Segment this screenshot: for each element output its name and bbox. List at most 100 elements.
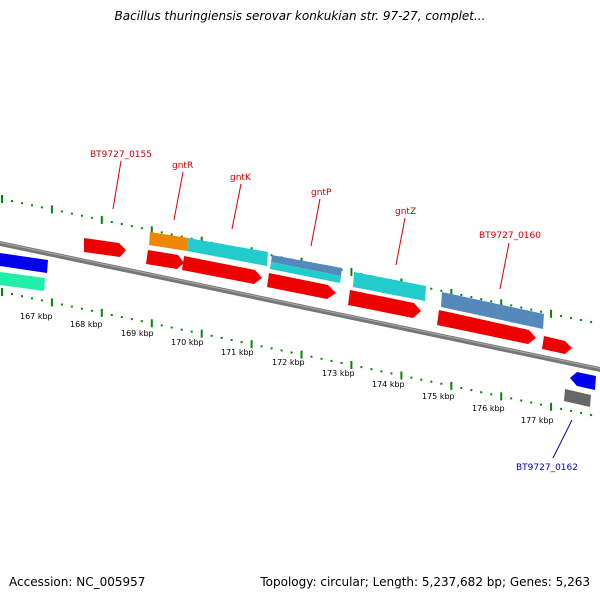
gene-gntZ-box[interactable]	[353, 272, 426, 301]
outer-tick	[480, 298, 483, 301]
inner-tick	[31, 297, 33, 300]
outer-tick	[21, 202, 23, 205]
inner-tick	[190, 330, 193, 333]
inner-tick	[430, 380, 433, 383]
leader-gntR	[173, 171, 184, 221]
scale-label-177: 177 kbp	[521, 416, 554, 425]
inner-tick	[120, 316, 123, 318]
inner-tick	[110, 314, 113, 316]
outer-tick	[520, 306, 523, 309]
inner-tick	[420, 378, 423, 381]
gene-0161-arrow[interactable]	[542, 336, 572, 354]
inner-tick	[70, 305, 73, 308]
gene-gntR-box[interactable]	[149, 232, 188, 251]
gene-BT9727-0160-box[interactable]	[441, 292, 544, 329]
inner-tick	[560, 407, 563, 410]
inner-tick	[40, 299, 43, 302]
outer-tick	[120, 223, 123, 225]
inner-tick	[1, 288, 3, 296]
outer-tick	[140, 227, 143, 230]
outer-tick	[70, 212, 73, 215]
inner-tick	[290, 351, 293, 354]
gene-label-BT9727-0155[interactable]: BT9727_0155	[90, 150, 152, 160]
leader-BT9727-0155	[112, 160, 122, 210]
gene-label-gntZ[interactable]: gntZ	[395, 207, 416, 217]
outer-tick	[100, 215, 103, 224]
outer-tick	[590, 321, 593, 324]
inner-tick	[250, 340, 253, 349]
accession-text: Accession: NC_005957	[9, 575, 146, 589]
outer-tick	[470, 296, 473, 299]
gene-gntZ-arrow[interactable]	[348, 290, 421, 318]
inner-tick	[280, 349, 283, 352]
gene-gntP-box[interactable]	[270, 255, 342, 283]
gene-gntK-arrow[interactable]	[182, 256, 262, 284]
inner-tick	[60, 303, 63, 306]
inner-tick	[590, 414, 593, 417]
gene-label-BT9727-0160[interactable]: BT9727_0160	[479, 231, 541, 241]
outer-tick	[1, 195, 3, 203]
inner-tick	[380, 370, 383, 373]
gene-gntP-arrow[interactable]	[267, 273, 336, 299]
inner-tick	[220, 336, 223, 339]
outer-tick	[580, 319, 583, 321]
outer-tick	[40, 206, 43, 209]
genome-summary-text: Topology: circular; Length: 5,237,682 bp…	[260, 575, 590, 589]
inner-tick	[180, 328, 183, 331]
map-title: Bacillus thuringiensis serovar konkukian…	[114, 9, 486, 23]
outer-tick	[540, 310, 543, 313]
outer-tick	[530, 308, 533, 311]
inner-tick	[550, 402, 553, 411]
gene-gntK-box[interactable]	[187, 238, 268, 266]
scale-label-167: 167 kbp	[20, 312, 53, 321]
inner-tick	[370, 368, 373, 371]
inner-tick	[500, 392, 503, 401]
gene-gntR-arrow[interactable]	[146, 250, 184, 269]
scale-label-175: 175 kbp	[422, 392, 455, 401]
inner-tick	[340, 362, 343, 364]
outer-tick	[31, 204, 33, 207]
scale-label-173: 173 kbp	[322, 369, 355, 378]
outer-tick	[60, 210, 63, 213]
gene-label-gntP[interactable]: gntP	[311, 188, 332, 198]
gene-label-gntK[interactable]: gntK	[230, 173, 252, 183]
gene-label-BT9727-0162[interactable]: BT9727_0162	[516, 463, 578, 473]
leader-BT9727-0162	[552, 419, 573, 459]
inner-tick	[540, 403, 543, 406]
scale-label-171: 171 kbp	[221, 348, 254, 357]
outer-tick	[430, 287, 433, 290]
outer-tick	[550, 309, 553, 318]
gene-right-blue-arrow[interactable]	[570, 372, 596, 390]
inner-tick	[330, 359, 333, 362]
scale-label-172: 172 kbp	[272, 358, 305, 367]
inner-tick	[520, 399, 523, 402]
inner-tick	[510, 397, 513, 400]
inner-tick	[240, 341, 243, 344]
outer-tick	[440, 289, 443, 292]
inner-tick	[410, 376, 413, 379]
inner-tick	[470, 389, 473, 392]
gene-left-blue-box	[0, 253, 48, 273]
gene-BT9727-0160-arrow[interactable]	[437, 310, 536, 344]
outer-tick	[270, 254, 273, 257]
inner-tick	[90, 309, 93, 312]
inner-tick	[260, 345, 263, 348]
inner-tick	[350, 361, 353, 369]
inner-tick	[230, 339, 233, 341]
inner-tick	[460, 387, 463, 389]
outer-tick	[50, 205, 53, 214]
outer-tick	[180, 235, 183, 238]
inner-tick	[11, 293, 13, 296]
outer-tick	[110, 221, 113, 223]
outer-tick	[150, 226, 153, 235]
inner-tick	[530, 401, 533, 404]
outer-tick	[160, 231, 163, 234]
gene-BT9727-0162-box[interactable]	[564, 389, 591, 407]
gene-label-gntR[interactable]: gntR	[172, 161, 193, 171]
inner-tick	[450, 381, 453, 390]
gene-BT9727-0155-box[interactable]	[84, 238, 126, 257]
inner-tick	[200, 329, 203, 338]
outer-tick	[500, 299, 503, 308]
